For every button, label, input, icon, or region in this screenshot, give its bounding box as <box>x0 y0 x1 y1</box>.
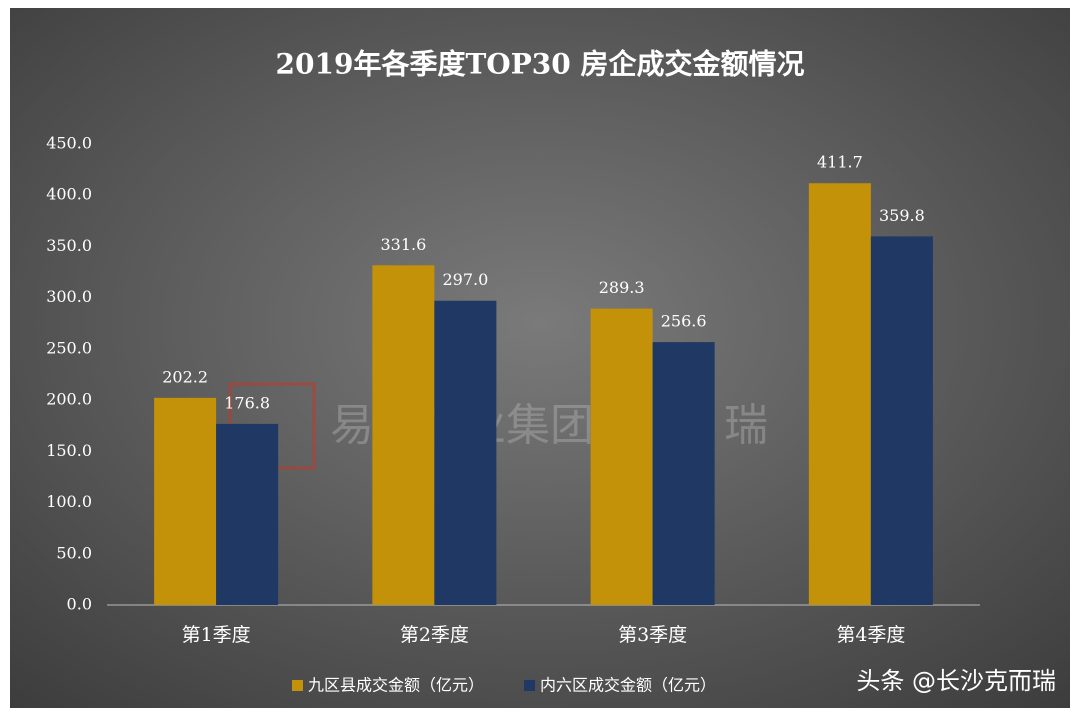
value-label: 256.6 <box>661 312 707 331</box>
legend-swatch <box>524 680 536 691</box>
bar <box>590 308 653 605</box>
y-tick-label: 200.0 <box>46 390 92 409</box>
bar <box>216 423 279 605</box>
value-label: 289.3 <box>599 278 645 297</box>
y-tick-label: 450.0 <box>46 134 92 153</box>
y-tick-label: 0.0 <box>67 595 92 614</box>
y-tick-label: 250.0 <box>46 338 92 357</box>
value-label: 331.6 <box>380 235 426 254</box>
bar <box>434 300 497 605</box>
y-tick-label: 100.0 <box>46 492 92 511</box>
x-tick-label: 第4季度 <box>836 624 905 646</box>
value-label: 202.2 <box>162 367 208 386</box>
y-tick-label: 50.0 <box>56 543 92 562</box>
value-label: 297.0 <box>442 270 488 289</box>
legend-label: 内六区成交金额（亿元） <box>540 676 716 695</box>
value-label: 411.7 <box>817 153 863 172</box>
x-tick-label: 第1季度 <box>182 624 251 646</box>
y-tick-label: 150.0 <box>46 441 92 460</box>
y-tick-label: 300.0 <box>46 287 92 306</box>
x-tick-label: 第2季度 <box>400 624 469 646</box>
bar <box>870 236 933 605</box>
legend-label: 九区县成交金额（亿元） <box>308 676 484 695</box>
y-tick-label: 350.0 <box>46 236 92 255</box>
value-label: 176.8 <box>224 393 270 412</box>
source: 头条 @长沙克而瑞 <box>856 667 1056 695</box>
chart-title: 2019年各季度TOP30 房企成交金额情况 <box>276 48 805 81</box>
x-tick-label: 第3季度 <box>618 624 687 646</box>
bar <box>652 342 715 605</box>
y-tick-label: 400.0 <box>46 185 92 204</box>
bar <box>154 397 217 605</box>
value-label: 359.8 <box>879 206 925 225</box>
bar <box>372 265 435 605</box>
bar <box>808 183 871 606</box>
legend-swatch <box>292 680 303 691</box>
